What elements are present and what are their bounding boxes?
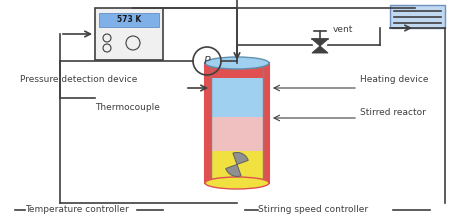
FancyBboxPatch shape (99, 13, 159, 27)
Text: Thermocouple: Thermocouple (95, 104, 160, 112)
Bar (211, 151, 263, 179)
Bar (211, 78, 263, 118)
FancyBboxPatch shape (390, 5, 445, 28)
Text: Stirring speed controller: Stirring speed controller (258, 206, 368, 215)
Text: Heating device: Heating device (360, 75, 428, 85)
Text: Stirred reactor: Stirred reactor (360, 109, 426, 118)
Text: 573 K: 573 K (117, 15, 141, 24)
FancyBboxPatch shape (95, 8, 163, 60)
Wedge shape (233, 152, 248, 164)
Text: P: P (204, 56, 210, 66)
Bar (211, 118, 263, 151)
Ellipse shape (205, 177, 269, 189)
Ellipse shape (205, 57, 269, 69)
FancyBboxPatch shape (205, 63, 269, 183)
Text: vent: vent (333, 26, 354, 34)
Text: Pressure detection device: Pressure detection device (20, 75, 137, 85)
Text: Temperature controller: Temperature controller (25, 206, 129, 215)
Polygon shape (312, 46, 328, 53)
Wedge shape (226, 164, 241, 176)
Polygon shape (312, 39, 328, 46)
